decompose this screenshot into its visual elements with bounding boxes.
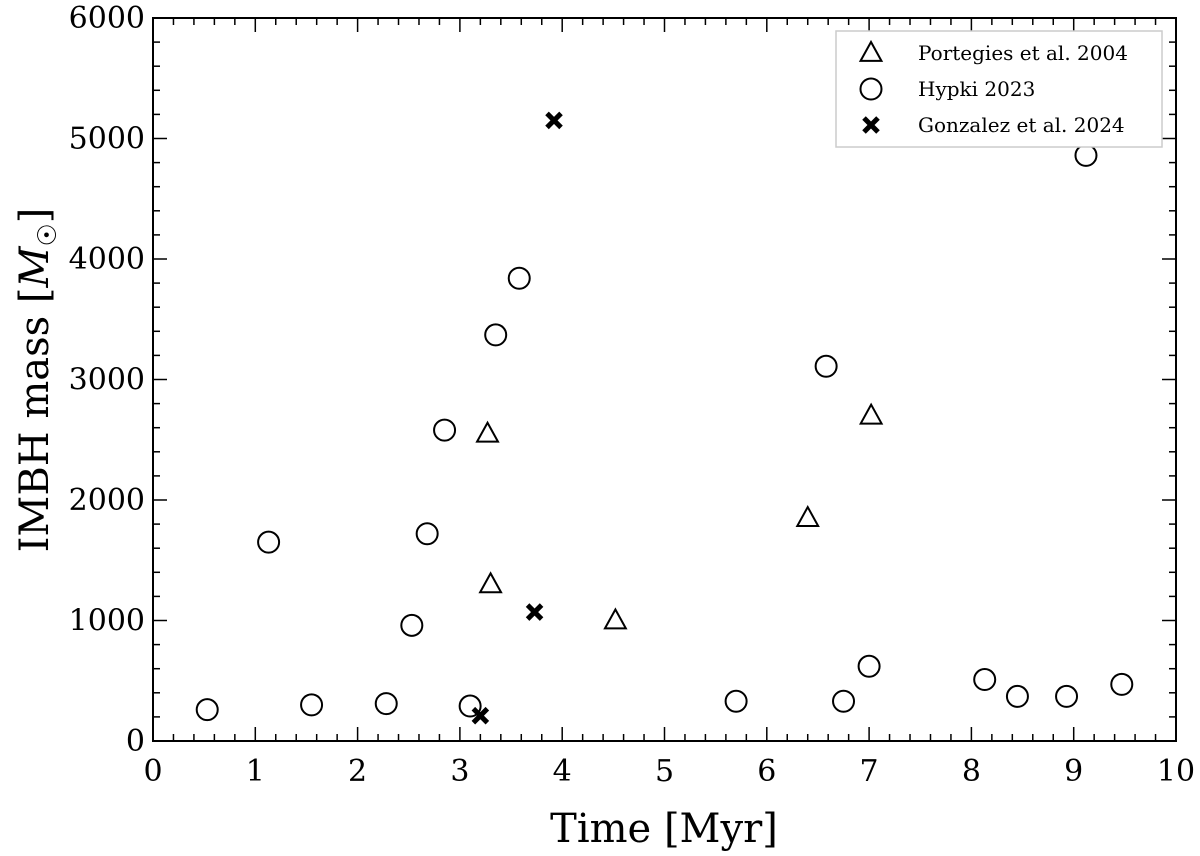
triangle-point: [475, 420, 500, 443]
data-points: [195, 111, 1134, 725]
circle-point: [1074, 143, 1098, 167]
y-tick-label: 2000: [69, 483, 145, 518]
y-tick-label: 1000: [69, 604, 145, 639]
circle-point: [484, 323, 508, 347]
circle-point: [724, 689, 748, 713]
y-axis-label-close: ]: [12, 208, 58, 224]
y-tick-label: 0: [126, 724, 145, 759]
circle-point: [374, 692, 398, 716]
triangle-point: [478, 571, 503, 594]
x-tick-label: 8: [962, 754, 981, 789]
triangle-point: [603, 607, 628, 630]
y-tick-label: 5000: [69, 122, 145, 157]
triangle-point: [859, 402, 884, 425]
x-tick-label: 0: [143, 754, 162, 789]
circle-point: [257, 530, 281, 554]
circle-point: [857, 654, 881, 678]
circle-point: [507, 266, 531, 290]
cross-point: [545, 111, 563, 130]
cross-point: [471, 706, 490, 725]
axis-ticks: [152, 17, 1177, 742]
circle-point: [415, 522, 439, 546]
circle-point: [1055, 684, 1079, 708]
y-tick-label: 6000: [69, 1, 145, 36]
circle-point: [973, 668, 997, 692]
x-tick-label: 4: [553, 754, 572, 789]
circle-point: [1110, 672, 1134, 696]
legend-entry-label: Portegies et al. 2004: [918, 41, 1128, 65]
legend-entry-label: Hypki 2023: [918, 77, 1035, 101]
x-tick-label: 1: [246, 754, 265, 789]
circle-point: [458, 694, 482, 718]
legend-triangle-marker: [858, 39, 884, 62]
x-tick-label: 6: [757, 754, 776, 789]
x-tick-label: 2: [348, 754, 367, 789]
y-tick-labels: 0 1000 2000 3000 4000 5000 6000: [69, 1, 145, 759]
x-tick-label: 9: [1064, 754, 1083, 789]
x-tick-label: 10: [1157, 754, 1195, 789]
circle-point: [433, 418, 457, 442]
circle-point: [195, 698, 219, 722]
legend-box: [835, 30, 1163, 148]
x-tick-label: 5: [655, 754, 674, 789]
triangle-point: [795, 505, 820, 527]
x-tick-label: 7: [860, 754, 879, 789]
circle-point: [832, 689, 856, 713]
y-tick-label: 4000: [69, 242, 145, 277]
x-axis-label: Time [Myr]: [550, 806, 778, 852]
sun-symbol: ☉: [33, 223, 63, 246]
legend: Portegies et al. 2004 Hypki 2023 Gonzalez …: [835, 30, 1163, 148]
legend-cross-marker: [862, 116, 880, 134]
circle-point: [300, 693, 324, 717]
y-axis-label-text: IMBH mass [: [12, 287, 58, 552]
y-tick-label: 3000: [69, 363, 145, 398]
legend-circle-marker: [859, 77, 883, 101]
x-tick-label: 3: [450, 754, 469, 789]
circle-point: [814, 354, 838, 378]
x-tick-labels: 0 1 2 3 4 5 6 7 8 9 10: [143, 754, 1195, 789]
circle-point: [1005, 684, 1029, 708]
legend-entry-label: Gonzalez et al. 2024: [918, 113, 1125, 137]
y-axis-label: IMBH mass [M☉]: [12, 208, 63, 553]
cross-point: [525, 603, 544, 621]
circle-point: [400, 613, 424, 637]
y-axis-label-unit: M: [12, 245, 58, 288]
